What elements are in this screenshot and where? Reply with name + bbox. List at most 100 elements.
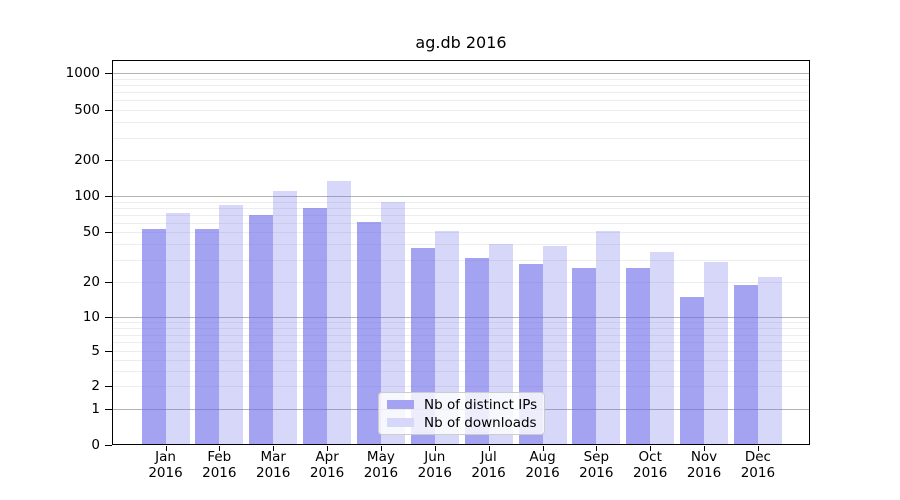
minor-gridline bbox=[113, 386, 809, 387]
minor-gridline bbox=[113, 92, 809, 93]
bar-downloads bbox=[273, 191, 298, 445]
x-tick-label: Apr 2016 bbox=[309, 449, 345, 481]
y-tick-label: 5 bbox=[91, 343, 100, 359]
x-tick-mark bbox=[165, 446, 167, 451]
x-tick-mark bbox=[327, 446, 329, 451]
x-tick-label: Nov 2016 bbox=[686, 449, 722, 481]
legend-label: Nb of downloads bbox=[424, 414, 537, 431]
x-tick-label: Dec 2016 bbox=[740, 449, 776, 481]
y-tick-mark bbox=[105, 445, 112, 446]
y-tick-mark bbox=[105, 160, 112, 161]
y-tick-label: 200 bbox=[74, 152, 100, 168]
x-tick-label: Jan 2016 bbox=[148, 449, 183, 481]
y-tick-mark bbox=[105, 73, 112, 74]
bar-distinct-ips bbox=[249, 214, 274, 445]
bar-downloads bbox=[219, 205, 244, 445]
bar-downloads bbox=[327, 181, 352, 445]
minor-gridline bbox=[113, 327, 809, 329]
bar-distinct-ips bbox=[680, 296, 704, 445]
major-gridline bbox=[113, 196, 809, 197]
minor-gridline bbox=[113, 222, 809, 224]
x-tick-label: Feb 2016 bbox=[202, 449, 237, 481]
bar-distinct-ips bbox=[141, 229, 166, 445]
y-tick-mark bbox=[105, 196, 112, 197]
x-tick-label: Mar 2016 bbox=[256, 449, 291, 481]
minor-gridline bbox=[113, 110, 809, 111]
bar-distinct-ips bbox=[733, 284, 758, 445]
y-tick-label: 10 bbox=[82, 309, 100, 325]
x-tick-label: Aug 2016 bbox=[525, 449, 560, 481]
minor-gridline bbox=[113, 342, 809, 344]
x-tick-label: Oct 2016 bbox=[633, 449, 668, 481]
major-gridline bbox=[113, 317, 809, 318]
minor-gridline bbox=[113, 351, 809, 352]
y-tick-label: 0 bbox=[91, 437, 100, 453]
legend-item: Nb of downloads bbox=[387, 414, 537, 432]
minor-gridline bbox=[113, 160, 809, 161]
minor-gridline bbox=[113, 282, 809, 283]
y-tick-mark bbox=[105, 110, 112, 111]
minor-gridline bbox=[113, 137, 809, 139]
x-tick-mark bbox=[488, 446, 490, 451]
legend: Nb of distinct IPs Nb of downloads bbox=[378, 392, 545, 435]
minor-gridline bbox=[113, 244, 809, 246]
major-gridline bbox=[113, 73, 809, 74]
x-tick-label: Sep 2016 bbox=[579, 449, 614, 481]
minor-gridline bbox=[113, 78, 809, 80]
chart-title: ag.db 2016 bbox=[415, 33, 507, 52]
y-tick-label: 2 bbox=[91, 378, 100, 394]
y-tick-mark bbox=[105, 351, 112, 352]
minor-gridline bbox=[113, 100, 809, 102]
x-tick-mark bbox=[757, 446, 759, 451]
bar-downloads bbox=[757, 276, 782, 445]
bar-downloads bbox=[704, 261, 728, 445]
bar-downloads bbox=[650, 251, 675, 445]
x-tick-mark bbox=[596, 446, 598, 451]
minor-gridline bbox=[113, 359, 809, 361]
bar-distinct-ips bbox=[626, 267, 651, 445]
bar-distinct-ips bbox=[356, 221, 381, 445]
y-tick-label: 20 bbox=[82, 274, 100, 290]
y-tick-mark bbox=[105, 386, 112, 387]
x-tick-label: Jun 2016 bbox=[417, 449, 452, 481]
y-tick-mark bbox=[105, 317, 112, 318]
minor-gridline bbox=[113, 322, 809, 324]
y-tick-mark bbox=[105, 232, 112, 233]
x-tick-mark bbox=[704, 446, 705, 451]
minor-gridline bbox=[113, 232, 809, 233]
x-tick-label: Jul 2016 bbox=[471, 449, 506, 481]
bar-distinct-ips bbox=[303, 208, 328, 445]
legend-swatch-distinct-ips bbox=[387, 400, 414, 409]
bar-downloads bbox=[542, 245, 567, 445]
y-tick-label: 100 bbox=[74, 188, 100, 204]
y-tick-label: 50 bbox=[82, 224, 100, 240]
minor-gridline bbox=[113, 84, 809, 86]
y-tick-label: 1000 bbox=[65, 65, 100, 81]
x-tick-mark bbox=[219, 446, 221, 451]
minor-gridline bbox=[113, 370, 809, 372]
x-tick-mark bbox=[434, 446, 436, 451]
x-tick-mark bbox=[380, 446, 382, 451]
bar-distinct-ips bbox=[195, 229, 220, 445]
legend-label: Nb of distinct IPs bbox=[424, 396, 538, 413]
x-tick-mark bbox=[650, 446, 652, 451]
x-tick-mark bbox=[273, 446, 275, 451]
bar-downloads bbox=[165, 213, 190, 445]
legend-swatch-downloads bbox=[387, 418, 414, 427]
minor-gridline bbox=[113, 214, 809, 216]
bar-downloads bbox=[596, 231, 621, 445]
y-tick-mark bbox=[105, 282, 112, 283]
y-tick-label: 500 bbox=[74, 102, 100, 118]
bar-distinct-ips bbox=[572, 267, 597, 445]
x-tick-mark bbox=[542, 446, 544, 451]
minor-gridline bbox=[113, 201, 809, 203]
minor-gridline bbox=[113, 207, 809, 209]
minor-gridline bbox=[113, 259, 809, 261]
y-tick-mark bbox=[105, 409, 112, 410]
minor-gridline bbox=[113, 122, 809, 124]
minor-gridline bbox=[113, 334, 809, 336]
legend-item: Nb of distinct IPs bbox=[387, 396, 538, 414]
x-tick-label: May 2016 bbox=[363, 449, 399, 481]
y-tick-label: 1 bbox=[91, 401, 100, 417]
